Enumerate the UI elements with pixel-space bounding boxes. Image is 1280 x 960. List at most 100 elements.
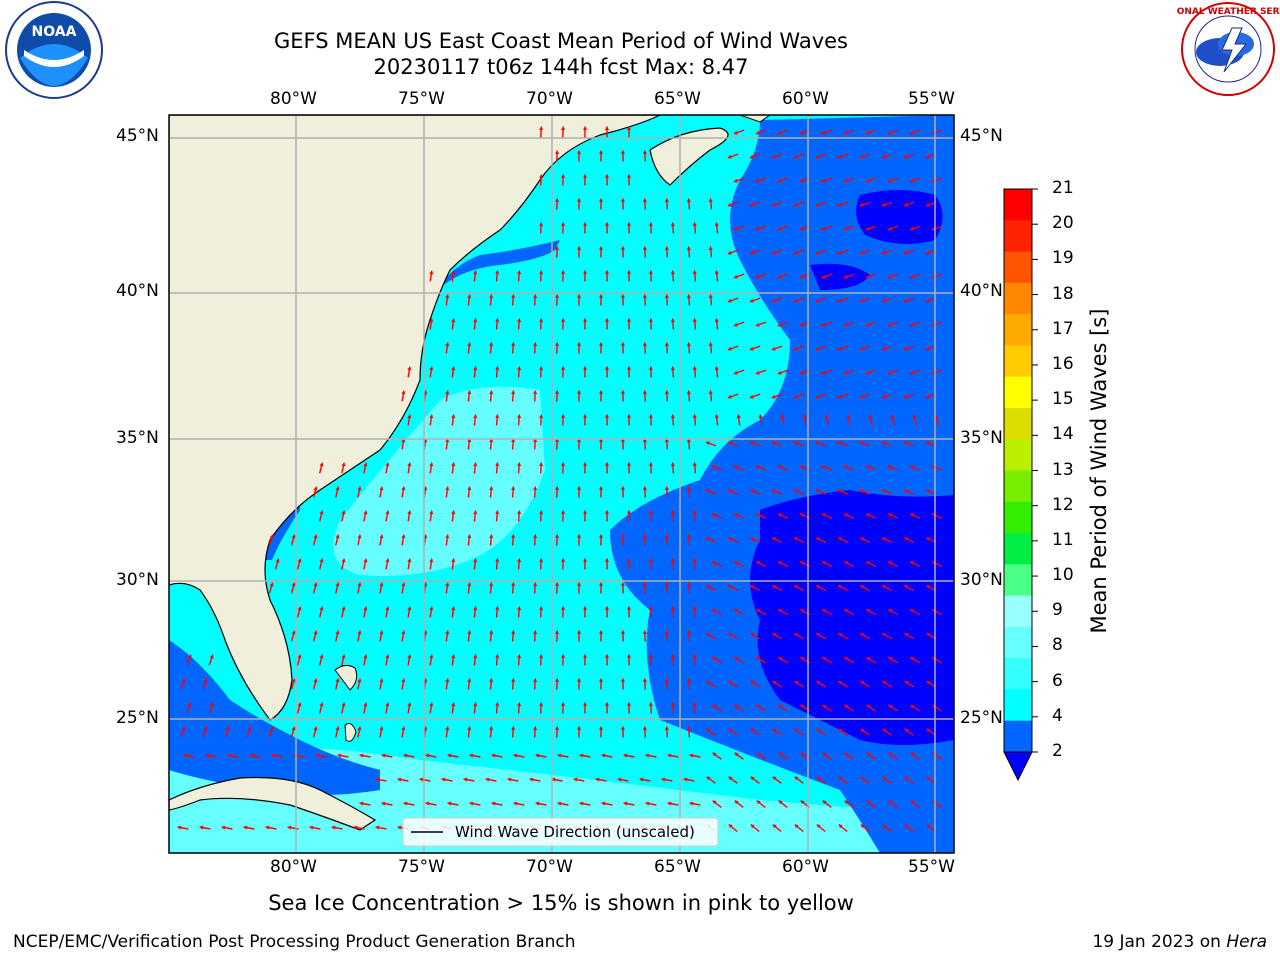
wave-arrow-head xyxy=(910,752,915,757)
wave-arrow-head xyxy=(407,702,412,707)
wave-arrow-head xyxy=(489,438,494,443)
wave-arrow-head xyxy=(517,654,522,658)
wave-arrow-head xyxy=(815,489,820,494)
wave-arrow-head xyxy=(661,777,666,782)
wave-arrow-head xyxy=(187,702,192,707)
wave-arrow-head xyxy=(319,702,324,707)
wave-arrow-head xyxy=(749,250,754,255)
wave-arrow-head xyxy=(642,726,648,730)
wave-arrow-head xyxy=(335,630,340,635)
wave-arrow-head xyxy=(397,825,402,830)
wave-arrow-head xyxy=(604,222,610,226)
wave-arrow-head xyxy=(925,489,930,494)
wave-arrow-head xyxy=(708,390,713,395)
wave-arrow-head xyxy=(539,270,544,274)
wave-arrow-head xyxy=(749,441,754,446)
wave-arrow-head xyxy=(780,414,785,419)
wave-arrow-head xyxy=(297,654,302,659)
wave-arrow-head xyxy=(517,414,522,418)
wave-arrow-head xyxy=(401,678,406,683)
wave-arrow-head xyxy=(926,585,931,589)
wave-arrow-head xyxy=(495,558,500,563)
wave-arrow-head xyxy=(582,222,588,226)
colorbar-tick-label: 10 xyxy=(1052,565,1074,586)
wave-arrow-head xyxy=(824,414,829,419)
wave-arrow-head xyxy=(667,801,672,806)
wave-arrow-head xyxy=(777,322,782,327)
wave-arrow-head xyxy=(904,776,909,781)
wave-arrow-head xyxy=(686,390,691,395)
lat-label-right-3: 30°N xyxy=(960,570,1003,590)
wave-arrow-head xyxy=(227,753,232,758)
lon-label-top-4: 60°W xyxy=(782,89,829,109)
wave-arrow-head xyxy=(794,728,799,733)
wave-arrow-head xyxy=(714,366,719,371)
wave-arrow-head xyxy=(582,270,588,274)
wave-arrow-head xyxy=(838,681,843,685)
wave-arrow-head xyxy=(517,318,522,322)
wave-arrow-head xyxy=(888,609,893,613)
wave-arrow-head xyxy=(706,585,711,589)
wave-arrow-head xyxy=(749,154,754,159)
wave-arrow-head xyxy=(777,178,782,183)
wave-arrow-head xyxy=(777,130,782,135)
wave-arrow-head xyxy=(598,390,604,394)
wave-arrow-head xyxy=(315,753,320,758)
wave-arrow-head xyxy=(533,582,538,586)
wave-arrow-head xyxy=(535,753,540,758)
wave-arrow-head xyxy=(560,174,566,178)
wave-arrow-head xyxy=(451,558,456,563)
wave-arrow-head xyxy=(815,250,820,255)
wave-arrow-head xyxy=(447,801,452,806)
wave-arrow-head xyxy=(733,130,738,135)
wave-arrow-head xyxy=(844,657,849,661)
wave-arrow-head xyxy=(335,486,340,491)
wave-arrow-head xyxy=(604,510,610,514)
wave-arrow-head xyxy=(755,322,760,327)
wave-arrow-head xyxy=(728,633,733,637)
wave-arrow-head xyxy=(579,801,584,806)
wave-arrow-head xyxy=(511,534,516,538)
wave-arrow-head xyxy=(865,322,870,327)
wave-arrow-head xyxy=(604,366,610,370)
wave-arrow-head xyxy=(706,728,711,733)
wave-arrow-head xyxy=(866,752,871,757)
wave-arrow-head xyxy=(733,226,738,231)
wave-arrow-head xyxy=(903,346,908,351)
wave-arrow-head xyxy=(749,394,754,399)
wave-arrow-head xyxy=(771,250,776,255)
wave-arrow-head xyxy=(866,704,871,709)
wave-arrow-head xyxy=(794,537,798,541)
wave-arrow-head xyxy=(642,150,648,154)
wave-arrow-head xyxy=(363,558,368,563)
wave-arrow-head xyxy=(866,513,870,518)
field-under-2s-north xyxy=(856,190,943,244)
wave-arrow-head xyxy=(313,630,318,635)
wave-arrow-head xyxy=(727,250,732,255)
wave-arrow-head xyxy=(793,298,798,303)
wave-arrow-head xyxy=(554,486,560,490)
wave-arrow-head xyxy=(692,318,697,323)
wave-arrow-head xyxy=(539,222,544,226)
wave-arrow-head xyxy=(727,154,732,159)
wave-arrow-head xyxy=(727,394,732,399)
wave-arrow-head xyxy=(335,726,340,731)
wave-arrow-head xyxy=(445,582,450,587)
wave-arrow-head xyxy=(865,226,870,231)
wave-arrow-head xyxy=(865,130,870,135)
wave-arrow-head xyxy=(793,202,798,207)
wave-arrow-head xyxy=(903,489,908,494)
wave-arrow-head xyxy=(910,561,915,565)
wave-arrow-head xyxy=(706,633,711,637)
wave-arrow-head xyxy=(664,390,669,394)
wind-wave-arrows xyxy=(177,126,943,833)
wave-arrow-head xyxy=(642,630,648,634)
wave-arrow-head xyxy=(604,702,610,706)
wave-arrow-head xyxy=(860,728,865,733)
wave-arrow-head xyxy=(692,558,697,563)
wave-arrow-head xyxy=(712,513,716,518)
wave-arrow-head xyxy=(859,154,864,159)
wave-arrow-head xyxy=(401,630,406,635)
lat-label-left-3: 30°N xyxy=(116,570,159,590)
wave-arrow-head xyxy=(429,462,434,467)
